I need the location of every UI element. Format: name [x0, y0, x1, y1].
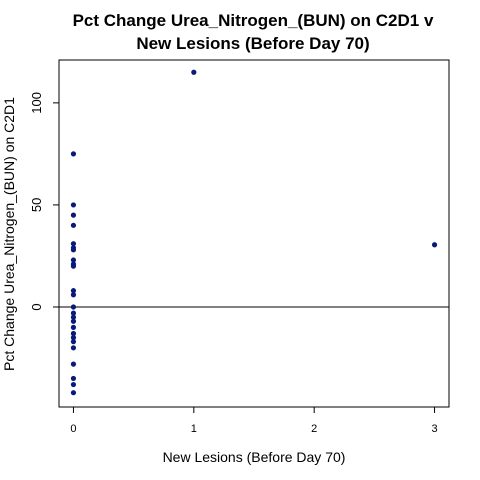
- x-tick-label: 3: [431, 423, 437, 435]
- x-tick-label: 1: [191, 423, 197, 435]
- y-axis: 0 50 100: [29, 92, 59, 311]
- y-tick-label: 100: [29, 92, 44, 114]
- x-axis: 0 1 2 3: [70, 407, 438, 435]
- data-point: [70, 292, 77, 298]
- data-point: [70, 212, 77, 218]
- data-point: [70, 241, 77, 247]
- x-tick-label: 2: [311, 423, 317, 435]
- data-point: [70, 345, 77, 351]
- data-point: [70, 257, 77, 263]
- data-point: [70, 304, 77, 310]
- data-point: [70, 330, 77, 337]
- x-axis-label: New Lesions (Before Day 70): [163, 449, 346, 465]
- data-point: [70, 247, 77, 253]
- data-point: [70, 361, 77, 367]
- data-point: [70, 324, 77, 330]
- data-point: [70, 222, 77, 228]
- data-point: [70, 381, 77, 388]
- data-point: [70, 375, 77, 382]
- y-tick-label: 0: [29, 303, 44, 310]
- plot-frame: [58, 59, 450, 408]
- data-point: [70, 288, 77, 294]
- data-points: [70, 69, 438, 396]
- y-axis-label: Pct Change Urea_Nitrogen_(BUN) on C2D1: [1, 97, 17, 371]
- data-point: [70, 263, 77, 269]
- y-tick-label: 50: [29, 198, 44, 212]
- data-point: [70, 390, 77, 396]
- data-point: [70, 339, 77, 345]
- data-point: [431, 242, 438, 248]
- chart-title-line-1: Pct Change Urea_Nitrogen_(BUN) on C2D1 v: [73, 11, 434, 30]
- data-point: [70, 335, 77, 341]
- data-point: [70, 151, 77, 157]
- x-tick-label: 0: [70, 423, 76, 435]
- data-point: [70, 310, 77, 316]
- data-point: [70, 202, 77, 208]
- data-point: [191, 69, 197, 75]
- data-point: [70, 318, 77, 324]
- data-point: [70, 314, 77, 320]
- chart-title-line-2: New Lesions (Before Day 70): [136, 34, 369, 53]
